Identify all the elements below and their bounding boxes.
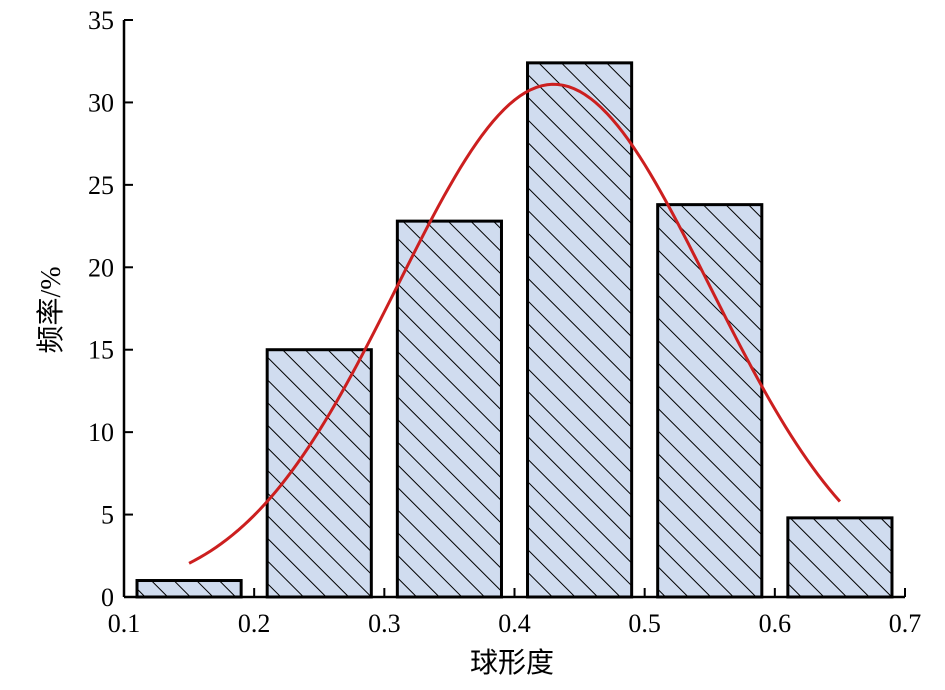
bars-layer bbox=[135, 61, 894, 599]
x-tick-label: 0.6 bbox=[759, 609, 792, 638]
y-tick-label: 5 bbox=[101, 501, 114, 530]
x-tick-label: 0.5 bbox=[628, 609, 661, 638]
y-tick-label: 0 bbox=[101, 583, 114, 612]
x-axis-title: 球形度 bbox=[470, 647, 554, 679]
fit-curve-layer bbox=[188, 82, 842, 565]
bar-3 bbox=[395, 219, 503, 599]
y-tick-label: 20 bbox=[88, 253, 114, 282]
axes-layer: 0 5 10 15 20 25 30 35 0.1 0.2 0.3 0.4 0.5 0.6 0.7 bbox=[88, 6, 921, 638]
y-tick-label: 30 bbox=[88, 88, 114, 117]
bar-2 bbox=[265, 348, 373, 599]
y-tick-label: 35 bbox=[88, 6, 114, 35]
x-tick-label: 0.3 bbox=[368, 609, 401, 638]
x-tick-label: 0.7 bbox=[889, 609, 922, 638]
x-tick-label: 0.1 bbox=[108, 609, 141, 638]
bar-6 bbox=[786, 516, 894, 599]
bar-4 bbox=[526, 61, 634, 599]
y-tick-label: 25 bbox=[88, 171, 114, 200]
fit-curve bbox=[188, 82, 842, 565]
y-tick-label: 15 bbox=[88, 336, 114, 365]
x-tick-label: 0.4 bbox=[498, 609, 531, 638]
y-tick-label: 10 bbox=[88, 418, 114, 447]
bar-1 bbox=[135, 579, 243, 599]
bar-5 bbox=[656, 203, 764, 599]
y-axis-title: 频率/% bbox=[35, 266, 67, 353]
x-tick-label: 0.2 bbox=[238, 609, 271, 638]
